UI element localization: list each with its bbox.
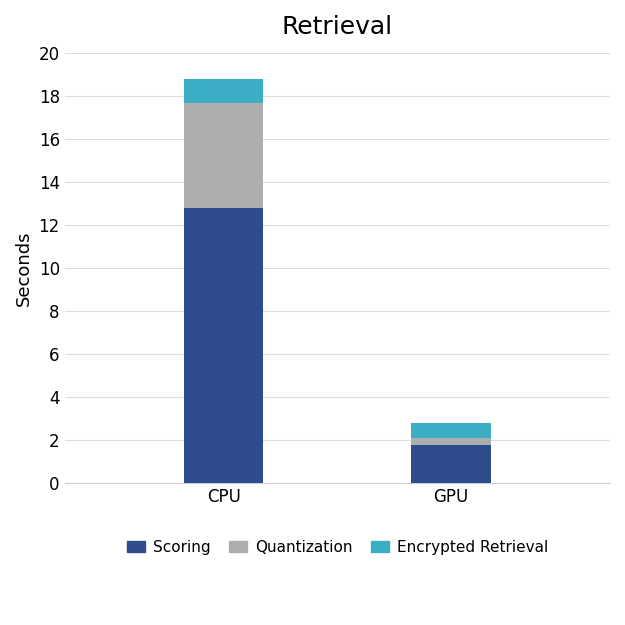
Legend: Scoring, Quantization, Encrypted Retrieval: Scoring, Quantization, Encrypted Retriev… [121,534,554,561]
Bar [411,444,491,483]
Bar [411,423,491,438]
Bar [184,208,264,483]
Y-axis label: Seconds: Seconds [15,231,33,306]
Bar [411,438,491,444]
Bar [184,79,264,103]
Title: Retrieval: Retrieval [282,15,393,39]
Bar [184,103,264,208]
